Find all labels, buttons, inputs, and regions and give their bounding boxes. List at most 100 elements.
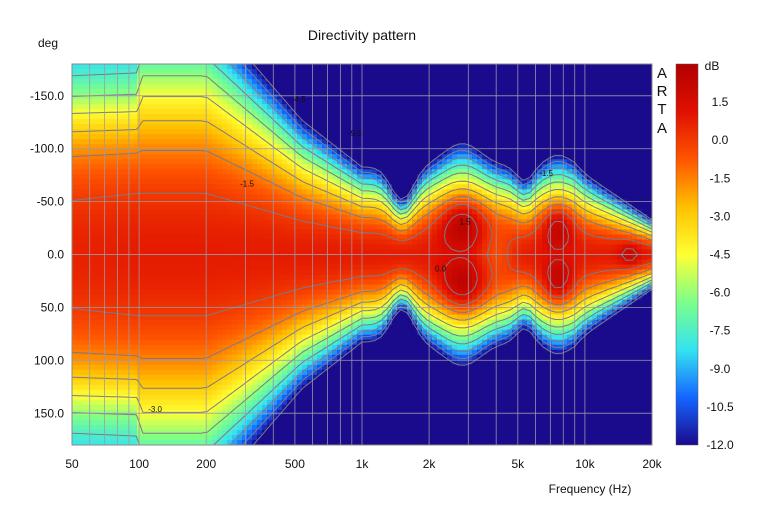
heat-cell [117,139,123,145]
heat-cell [297,124,303,130]
heat-cell [137,339,143,346]
heat-cell [262,369,268,376]
heat-cell [307,74,313,80]
heat-cell [187,369,193,376]
heat-cell [247,74,253,80]
heat-cell [112,294,118,301]
heat-cell [162,154,168,160]
heat-cell [92,259,98,266]
heat-cell [152,249,158,256]
heat-cell [297,399,303,406]
heat-cell [197,269,203,276]
heat-cell [122,209,128,215]
heat-cell [352,419,358,426]
heat-cell [382,259,388,266]
heat-cell [372,214,378,220]
heat-cell [82,144,88,150]
heat-cell [282,244,288,251]
heat-cell [327,89,333,95]
heat-cell [332,199,338,205]
heat-cell [257,364,263,371]
heat-cell [182,389,188,396]
heat-cell [217,294,223,301]
heat-cell [182,104,188,110]
heat-cell [357,359,363,366]
heat-cell [152,319,158,326]
heat-cell [162,124,168,130]
heat-cell [347,229,353,236]
heat-cell [182,414,188,421]
heat-cell [147,179,153,185]
heat-cell [92,334,98,341]
heat-cell [387,89,393,95]
heat-cell [82,209,88,215]
heat-cell [317,104,323,110]
heat-cell [127,329,133,336]
heat-cell [377,284,383,291]
heat-cell [397,74,403,80]
heat-cell [187,119,193,125]
heat-cell [167,319,173,326]
heat-cell [227,339,233,346]
heat-cell [232,324,238,331]
heat-cell [277,89,283,95]
heat-cell [252,424,258,431]
heat-cell [177,274,183,281]
heat-cell [317,119,323,125]
heat-cell [317,179,323,185]
heat-cell [272,379,278,386]
heat-cell [242,294,248,301]
heat-cell [137,194,143,200]
heat-cell [162,394,168,401]
heat-cell [322,239,328,246]
heat-cell [107,364,113,371]
heat-cell [312,194,318,200]
heat-cell [207,364,213,371]
heat-cell [257,114,263,120]
heat-cell [297,109,303,115]
heat-cell [217,344,223,351]
heat-cell [127,229,133,236]
heat-cell [127,364,133,371]
heat-cell [287,74,293,80]
heat-cell [352,124,358,130]
heat-cell [327,219,333,226]
heat-cell [77,274,83,281]
heat-cell [112,129,118,135]
heat-cell [132,64,138,70]
heat-cell [177,284,183,291]
heat-cell [172,394,178,401]
heat-cell [197,139,203,145]
heat-cell [222,149,228,155]
heat-cell [302,354,308,361]
heat-cell [372,234,378,241]
heat-cell [317,94,323,100]
heat-cell [202,244,208,251]
heat-cell [197,64,203,70]
heat-cell [167,314,173,321]
heat-cell [257,429,263,436]
heat-cell [332,319,338,326]
heat-cell [382,344,388,351]
heat-cell [207,384,213,391]
heat-cell [347,109,353,115]
heat-cell [72,149,78,155]
heat-cell [147,254,153,261]
heat-cell [377,89,383,95]
heat-cell [112,349,118,356]
heat-cell [182,184,188,190]
heat-cell [192,189,198,195]
heat-cell [277,314,283,321]
heat-cell [147,214,153,220]
heat-cell [302,209,308,215]
heat-cell [307,154,313,160]
heat-cell [347,414,353,421]
heat-cell [332,434,338,441]
heat-cell [162,169,168,175]
heat-cell [302,379,308,386]
heat-cell [272,84,278,90]
heat-cell [347,254,353,261]
heat-cell [162,359,168,366]
heat-cell [237,244,243,251]
heat-cell [222,259,228,266]
